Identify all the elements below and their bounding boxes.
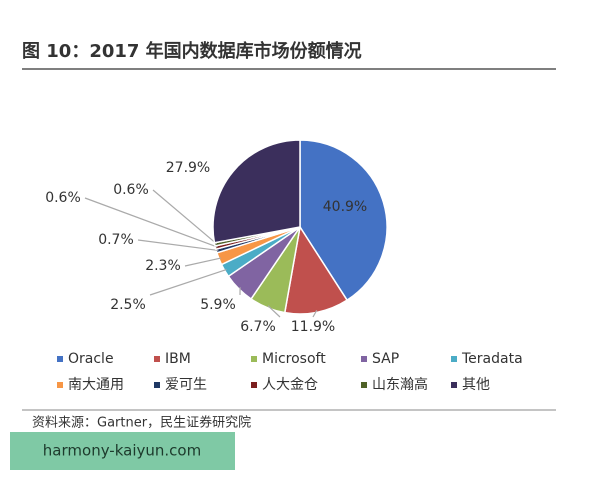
legend-swatch [451,356,457,362]
legend-label: Microsoft [262,351,326,367]
legend-label: 山东瀚高 [372,376,428,393]
pie-slice [213,140,300,243]
legend-label: 其他 [462,377,490,393]
legend-swatch [251,382,257,388]
legend-swatch [361,356,367,362]
legend-swatch [154,356,160,362]
legend-swatch [57,382,63,388]
watermark: harmony-kaiyun.com [43,442,201,460]
legend-swatch [154,382,160,388]
data-label: 5.9% [200,297,236,313]
legend-swatch [251,356,257,362]
data-label: 6.7% [240,319,276,335]
data-label: 0.6% [45,190,81,206]
data-label: 27.9% [166,160,210,176]
data-label: 11.9% [291,319,335,335]
legend-swatch [57,356,63,362]
data-label: 0.6% [113,182,149,198]
data-label: 0.7% [98,232,134,248]
legend-label: IBM [165,351,191,367]
legend-swatch [451,382,457,388]
data-label: 40.9% [323,199,367,215]
legend-label: 人大金仓 [262,377,318,393]
leader-line [185,258,221,266]
legend-label: Oracle [68,351,114,367]
leader-line [138,240,218,250]
legend-swatch [361,382,367,388]
source: 资料来源：Gartner，民生证券研究院 [32,415,251,431]
legend-label: 爱可生 [165,377,207,393]
chart-title: 图 10：2017 年国内数据库市场份额情况 [22,40,362,62]
data-label: 2.5% [110,297,146,313]
legend-label: SAP [372,351,399,367]
legend-label: 南大通用 [68,377,124,393]
leader-line [153,190,217,244]
legend-label: Teradata [461,351,523,367]
data-label: 2.3% [145,258,181,274]
